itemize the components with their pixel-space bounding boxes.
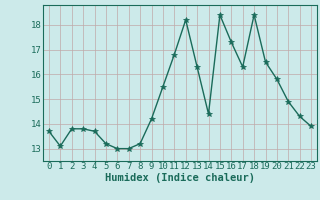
X-axis label: Humidex (Indice chaleur): Humidex (Indice chaleur) xyxy=(105,173,255,183)
